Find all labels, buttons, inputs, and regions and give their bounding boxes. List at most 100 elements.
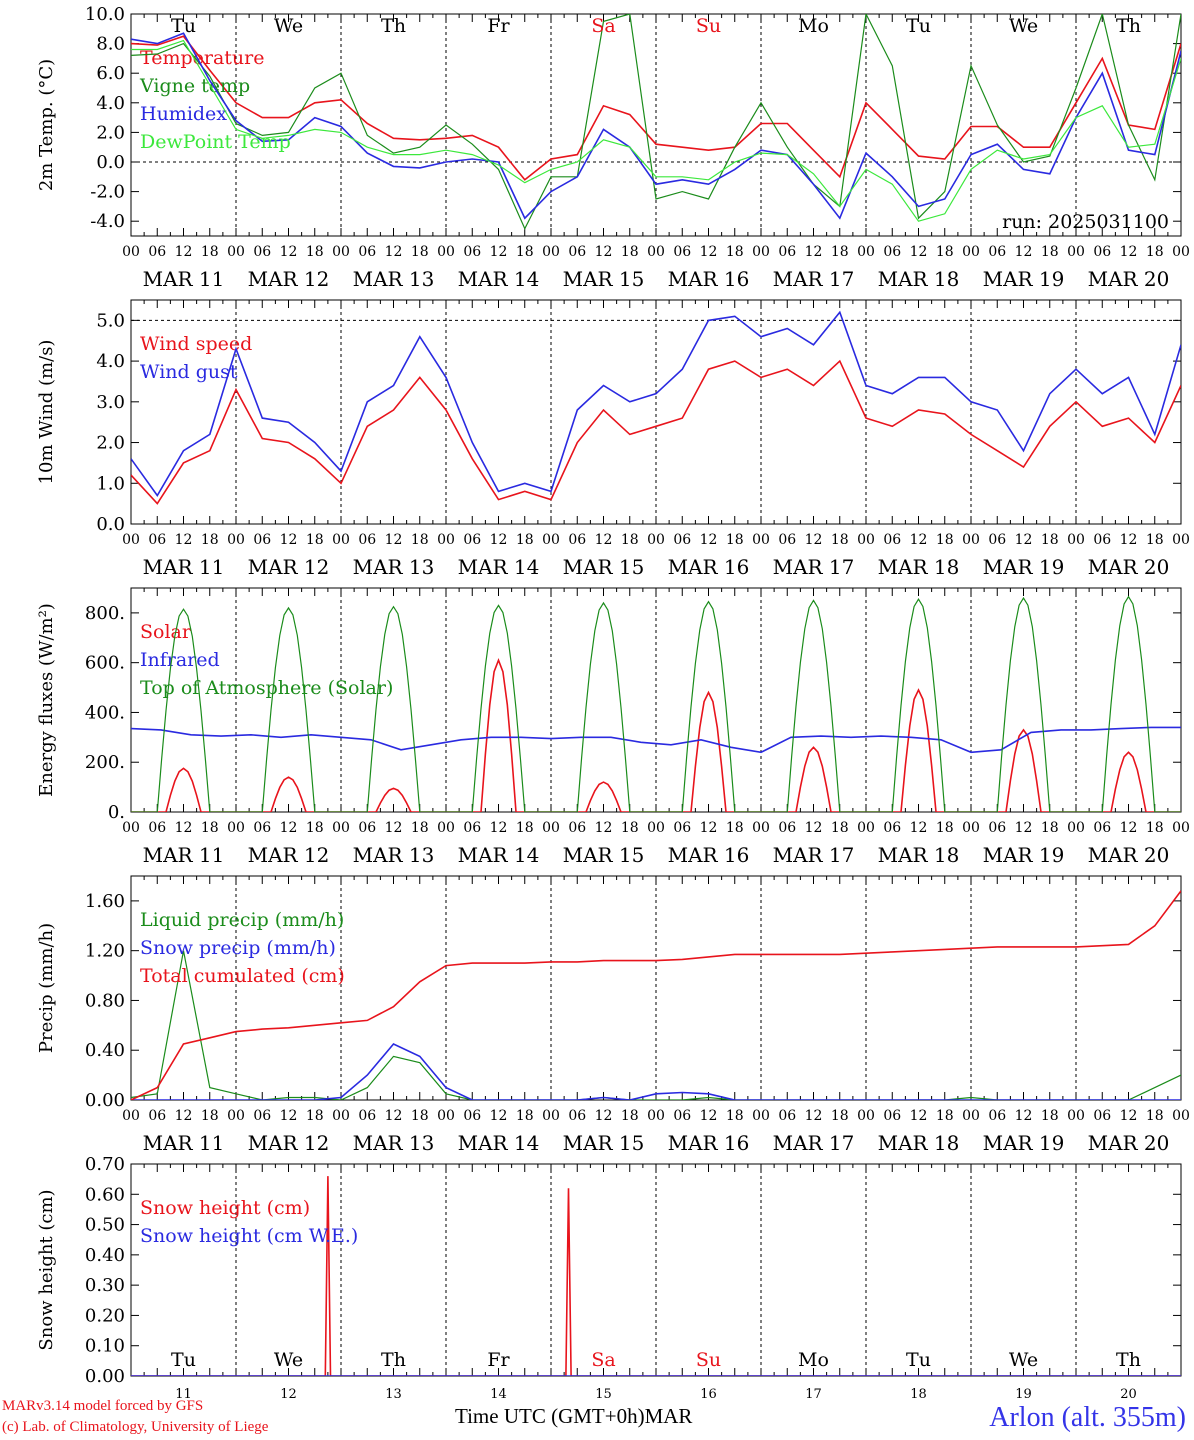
hour-tick-label: 18 — [201, 532, 219, 548]
hour-tick-label: 06 — [883, 244, 901, 260]
hour-tick-label: 18 — [621, 532, 639, 548]
hour-tick-label: 06 — [253, 244, 271, 260]
hour-tick-label: 00 — [962, 1108, 980, 1124]
hour-tick-label: 00 — [962, 532, 980, 548]
hour-tick-label: 00 — [1172, 820, 1190, 836]
hour-tick-label: 18 — [621, 1108, 639, 1124]
weekday-label: Tu — [906, 1349, 931, 1371]
day-label: MAR 16 — [668, 843, 750, 867]
hour-tick-label: 00 — [227, 244, 245, 260]
y-axis-label: Precip (mm/h) — [36, 923, 57, 1053]
day-number-label: 13 — [385, 1387, 402, 1402]
day-number-label: 12 — [280, 1387, 297, 1402]
weekday-label: Tu — [171, 1349, 196, 1371]
hour-tick-label: 12 — [1015, 244, 1033, 260]
y-tick-label: 0.0 — [96, 152, 125, 173]
y-tick-label: 0.10 — [85, 1336, 125, 1357]
weekday-label: Su — [696, 15, 721, 37]
hour-tick-label: 06 — [253, 820, 271, 836]
hour-tick-label: 06 — [883, 820, 901, 836]
hour-tick-label: 06 — [988, 1108, 1006, 1124]
y-tick-label: 0.30 — [85, 1275, 125, 1296]
legend-entry: Snow height (cm W.E.) — [140, 1225, 358, 1247]
weekday-label: Th — [1116, 15, 1141, 37]
legend-entry: Humidex — [140, 103, 227, 125]
hour-tick-label: 12 — [175, 244, 193, 260]
hour-tick-label: 06 — [1093, 1108, 1111, 1124]
hour-tick-label: 06 — [358, 244, 376, 260]
hour-tick-label: 00 — [122, 532, 140, 548]
y-axis-label: 2m Temp. (°C) — [36, 59, 57, 191]
hour-tick-label: 18 — [936, 820, 954, 836]
hour-tick-label: 18 — [516, 820, 534, 836]
hour-tick-label: 18 — [201, 244, 219, 260]
day-number-label: 20 — [1120, 1387, 1137, 1402]
panel-3: 800. 600. 400. 200. 0. Energy fluxes (W/m²) 00… — [36, 587, 1190, 867]
model-credit: MARv3.14 model forced by GFS (c) Lab. of… — [2, 1396, 268, 1438]
y-tick-label: 800. — [85, 603, 125, 624]
hour-tick-label: 06 — [358, 820, 376, 836]
hour-tick-label: 00 — [332, 1108, 350, 1124]
hour-tick-label: 00 — [1067, 1108, 1085, 1124]
hour-tick-label: 18 — [411, 1108, 429, 1124]
weekday-label: Tu — [171, 15, 196, 37]
hour-tick-label: 06 — [253, 1108, 271, 1124]
legend-entry: Liquid precip (mm/h) — [140, 909, 344, 931]
hour-tick-label: 12 — [595, 244, 613, 260]
plot-frame — [130, 587, 1182, 813]
hour-tick-label: 06 — [1093, 244, 1111, 260]
hour-tick-label: 00 — [857, 820, 875, 836]
hour-tick-label: 00 — [542, 1108, 560, 1124]
hour-tick-label: 06 — [673, 244, 691, 260]
hour-tick-label: 18 — [411, 820, 429, 836]
hour-tick-label: 00 — [647, 532, 665, 548]
day-label: MAR 15 — [563, 1131, 645, 1155]
legend-entry: Wind gust — [140, 361, 238, 383]
hour-tick-label: 18 — [726, 532, 744, 548]
weekday-label: Mo — [798, 15, 829, 37]
hour-tick-label: 12 — [1120, 820, 1138, 836]
hour-tick-label: 00 — [542, 820, 560, 836]
hour-tick-label: 00 — [227, 532, 245, 548]
hour-tick-label: 06 — [253, 532, 271, 548]
hour-tick-label: 12 — [595, 1108, 613, 1124]
y-tick-label: 4.0 — [96, 351, 125, 372]
hour-tick-label: 06 — [463, 244, 481, 260]
hour-tick-label: 00 — [1067, 820, 1085, 836]
hour-tick-label: 00 — [962, 244, 980, 260]
hour-tick-label: 12 — [700, 532, 718, 548]
y-axis-label: Snow height (cm) — [36, 1189, 57, 1350]
y-tick-label: 4.0 — [96, 93, 125, 114]
day-label: MAR 14 — [458, 1131, 540, 1155]
day-number-label: 19 — [1015, 1387, 1032, 1402]
hour-tick-label: 00 — [647, 820, 665, 836]
hour-tick-label: 12 — [490, 244, 508, 260]
hour-tick-label: 12 — [490, 1108, 508, 1124]
day-label: MAR 16 — [668, 555, 750, 579]
day-label: MAR 17 — [773, 1131, 855, 1155]
y-tick-label: 8.0 — [96, 34, 125, 55]
day-label: MAR 14 — [458, 843, 540, 867]
day-label: MAR 16 — [668, 267, 750, 291]
hour-tick-label: 00 — [437, 244, 455, 260]
day-label: MAR 14 — [458, 555, 540, 579]
hour-tick-label: 00 — [122, 820, 140, 836]
day-number-label: 14 — [490, 1387, 507, 1402]
hour-tick-label: 06 — [568, 244, 586, 260]
hour-tick-label: 12 — [490, 820, 508, 836]
hour-tick-label: 12 — [805, 1108, 823, 1124]
weekday-label: Fr — [487, 15, 510, 37]
day-label: MAR 15 — [563, 267, 645, 291]
hour-tick-label: 12 — [280, 820, 298, 836]
hour-tick-label: 00 — [962, 820, 980, 836]
hour-tick-label: 12 — [700, 820, 718, 836]
y-tick-label: 1.60 — [85, 891, 125, 912]
hour-tick-label: 06 — [148, 244, 166, 260]
legend-entry: Snow height (cm) — [140, 1197, 310, 1219]
day-number-label: 15 — [595, 1387, 612, 1402]
hour-tick-label: 06 — [988, 532, 1006, 548]
hour-tick-label: 12 — [595, 820, 613, 836]
y-axis-label: Energy fluxes (W/m²) — [36, 603, 57, 797]
y-tick-label: 600. — [85, 653, 125, 674]
